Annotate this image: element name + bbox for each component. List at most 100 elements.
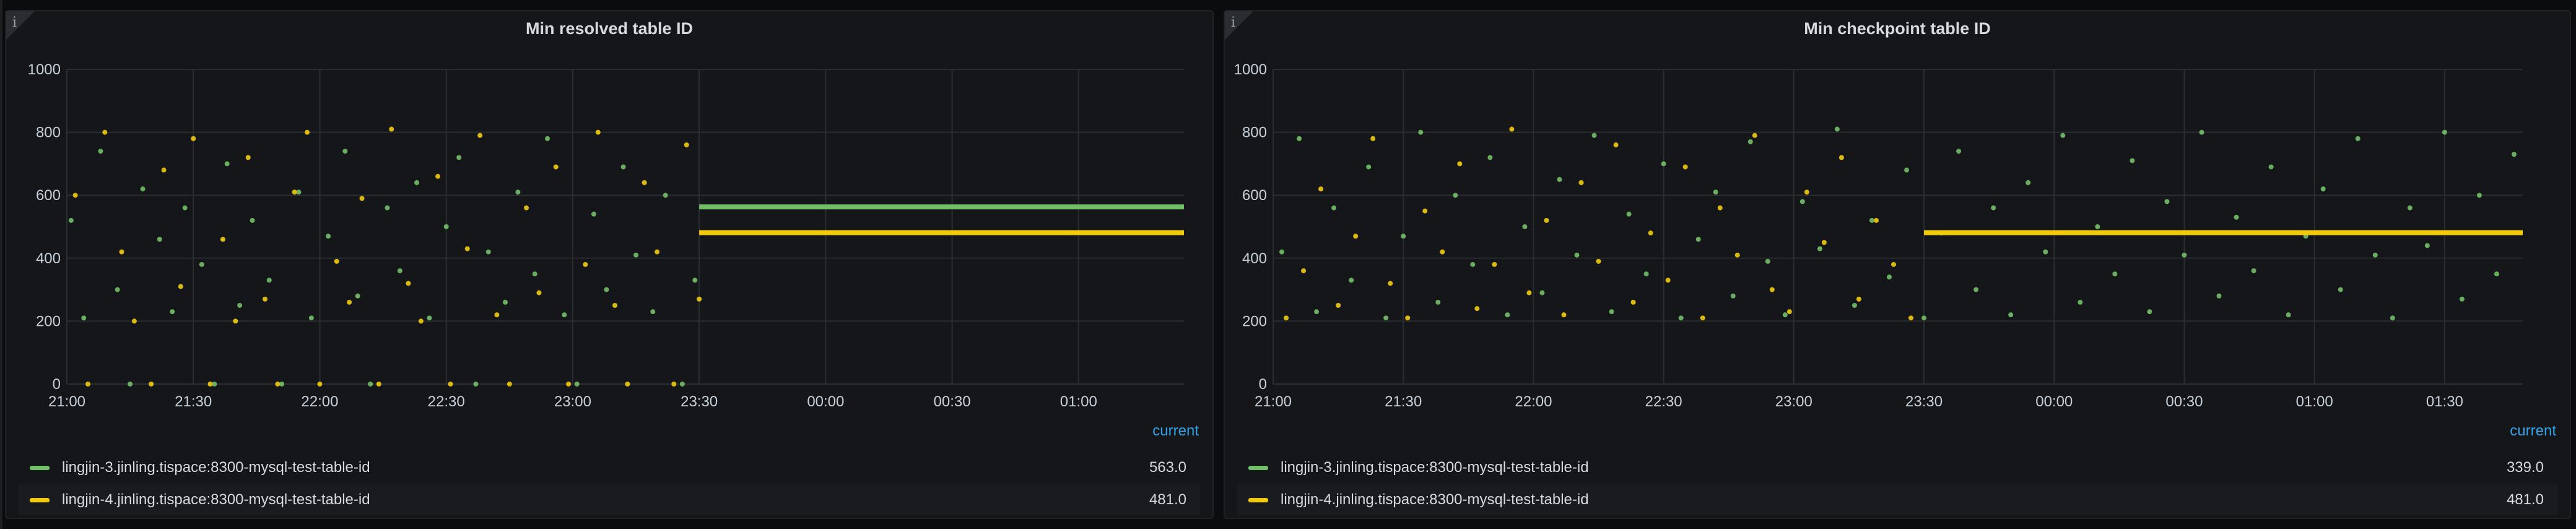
data-point <box>1752 133 1757 138</box>
data-point <box>435 173 441 179</box>
data-point <box>1717 205 1723 211</box>
data-point <box>1492 261 1497 267</box>
data-point <box>1474 306 1480 312</box>
data-point <box>1665 278 1671 283</box>
data-point <box>2286 312 2291 318</box>
data-point <box>595 129 601 135</box>
data-point <box>553 164 559 170</box>
legend-column-header[interactable]: current <box>1152 422 1199 439</box>
x-tick-label: 21:30 <box>1385 393 1422 410</box>
data-point <box>1904 167 1910 173</box>
data-point <box>266 278 272 283</box>
x-tick-label: 00:00 <box>2035 393 2073 410</box>
legend-item[interactable]: lingjin-3.jinling.tispace:8300-mysql-tes… <box>19 452 1200 483</box>
data-point <box>671 382 677 387</box>
panel-title[interactable]: Min resolved table ID <box>525 19 694 38</box>
data-point <box>515 190 521 195</box>
data-point <box>485 249 491 255</box>
data-point <box>81 315 87 321</box>
panel-title[interactable]: Min checkpoint table ID <box>1804 19 1991 38</box>
data-point <box>604 287 609 292</box>
data-point <box>385 205 390 211</box>
legend-swatch <box>30 497 50 502</box>
data-point <box>1626 211 1632 217</box>
data-point <box>376 382 381 387</box>
data-point <box>2112 271 2118 277</box>
data-point <box>1921 315 1927 321</box>
data-point <box>2442 129 2447 135</box>
data-point <box>2095 224 2100 229</box>
data-point <box>1643 271 1649 277</box>
x-tick-label: 23:30 <box>681 393 718 410</box>
data-point <box>1318 186 1324 192</box>
data-point <box>1838 155 1844 160</box>
data-point <box>1873 217 1879 223</box>
data-point <box>620 164 626 170</box>
data-point <box>494 312 500 318</box>
data-point <box>1578 180 1584 185</box>
data-point <box>275 382 281 387</box>
x-tick-label: 01:00 <box>1060 393 1097 410</box>
data-point <box>359 196 365 201</box>
data-point <box>368 382 373 387</box>
data-point <box>2338 287 2343 292</box>
data-point <box>115 287 120 292</box>
x-tick-label: 21:00 <box>48 393 85 410</box>
data-point <box>2182 252 2187 258</box>
data-point <box>1786 309 1792 315</box>
scatter-chart[interactable]: 0 200 400 600 800 1000 21:00 21:30 22:00 22:30 23:… <box>6 11 1212 518</box>
data-point <box>1561 312 1567 318</box>
data-point <box>220 237 225 242</box>
data-point <box>1695 237 1701 242</box>
data-point <box>2372 252 2378 258</box>
panel-info-corner[interactable] <box>1225 11 1253 40</box>
x-tick-label: 23:30 <box>1905 393 1943 410</box>
legend-item[interactable]: lingjin-3.jinling.tispace:8300-mysql-tes… <box>1237 452 2557 483</box>
data-point <box>2008 312 2014 318</box>
data-point <box>532 271 537 277</box>
data-point <box>2043 249 2048 255</box>
data-point <box>2390 315 2395 321</box>
y-tick-label: 800 <box>36 125 61 141</box>
data-point <box>1956 149 1962 154</box>
legend-swatch <box>1248 497 1268 502</box>
x-tick-label: 01:30 <box>2426 393 2463 410</box>
data-point <box>456 155 462 160</box>
data-point <box>692 278 698 283</box>
data-point <box>1630 299 1636 305</box>
data-point <box>326 234 331 239</box>
data-point <box>1804 190 1809 195</box>
data-point <box>633 252 639 258</box>
data-point <box>212 382 217 387</box>
legend-column-header[interactable]: current <box>2510 422 2556 439</box>
data-point <box>245 155 251 160</box>
panel-info-corner[interactable] <box>6 11 35 40</box>
data-point <box>191 136 196 141</box>
data-point <box>2511 152 2517 157</box>
data-point <box>1730 293 1736 299</box>
data-point <box>2355 136 2361 141</box>
data-point <box>1470 261 1476 267</box>
data-point <box>2494 271 2499 277</box>
scatter-chart[interactable]: 0 200 400 600 800 1000 21:00 21:30 22:00 22:30 23:… <box>1225 11 2570 518</box>
panel-min-checkpoint-table-id: i Min checkpoint table ID 0 200 400 600 800 1… <box>1224 10 2571 519</box>
legend-item[interactable]: lingjin-4.jinling.tispace:8300-mysql-tes… <box>1237 484 2557 515</box>
data-point <box>414 180 420 185</box>
data-point <box>1869 217 1874 223</box>
data-point <box>1336 303 1341 308</box>
data-point <box>85 382 91 387</box>
y-tick-label: 800 <box>1242 125 1267 141</box>
data-point <box>642 180 647 185</box>
legend-series-name: lingjin-3.jinling.tispace:8300-mysql-tes… <box>1281 459 1589 476</box>
data-point <box>1574 252 1580 258</box>
data-point <box>1648 230 1653 236</box>
data-point <box>406 281 411 286</box>
legend-item[interactable]: lingjin-4.jinling.tispace:8300-mysql-tes… <box>19 484 1200 515</box>
data-point <box>355 293 360 299</box>
x-tick-label: 01:00 <box>2296 393 2333 410</box>
data-point <box>1383 315 1389 321</box>
info-icon[interactable]: i <box>1231 15 1236 30</box>
data-point <box>502 299 508 305</box>
data-point <box>473 382 479 387</box>
info-icon[interactable]: i <box>12 15 17 30</box>
